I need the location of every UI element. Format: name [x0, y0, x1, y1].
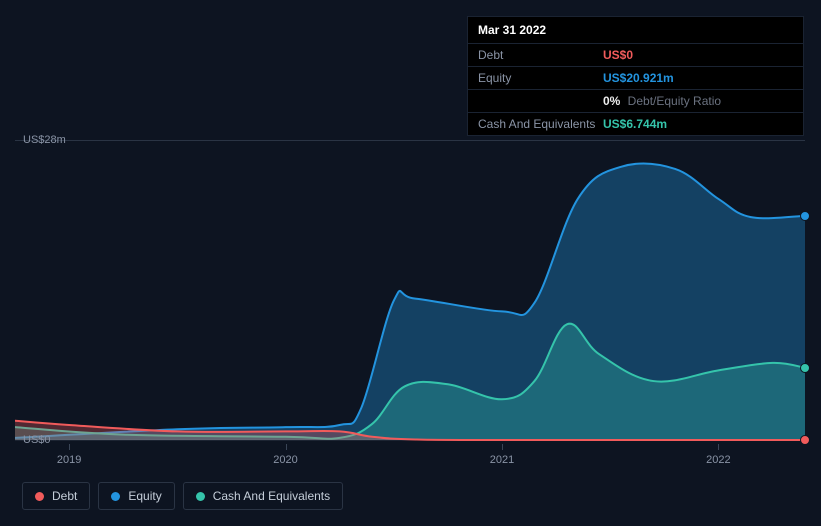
x-axis-label: 2019	[57, 454, 81, 466]
area-chart: US$0 US$28m	[15, 125, 805, 450]
x-axis-tick	[718, 444, 719, 450]
x-axis-label: 2022	[706, 454, 730, 466]
tooltip-label	[478, 94, 603, 108]
tooltip-extra: Debt/Equity Ratio	[624, 94, 721, 108]
legend-item[interactable]: Equity	[98, 482, 174, 510]
legend-label: Debt	[52, 489, 77, 503]
x-axis-label: 2021	[490, 454, 514, 466]
legend: Debt Equity Cash And Equivalents	[22, 482, 343, 510]
legend-item[interactable]: Cash And Equivalents	[183, 482, 343, 510]
chart-svg	[15, 125, 805, 450]
legend-dot-icon	[111, 492, 120, 501]
tooltip-date: Mar 31 2022	[468, 17, 803, 44]
x-axis-tick	[286, 444, 287, 450]
legend-dot-icon	[196, 492, 205, 501]
x-axis-label: 2020	[273, 454, 297, 466]
x-axis: 2019 2020 2021 2022	[15, 450, 805, 470]
series-end-dot	[800, 363, 810, 373]
tooltip-row: DebtUS$0	[468, 44, 803, 67]
tooltip-value: 0% Debt/Equity Ratio	[603, 94, 721, 108]
tooltip-label: Debt	[478, 48, 603, 62]
legend-item[interactable]: Debt	[22, 482, 90, 510]
y-axis-label: US$28m	[23, 134, 68, 146]
x-axis-tick	[502, 444, 503, 450]
legend-label: Equity	[128, 489, 161, 503]
legend-dot-icon	[35, 492, 44, 501]
y-axis-label: US$0	[23, 434, 68, 446]
tooltip-row: 0% Debt/Equity Ratio	[468, 90, 803, 113]
tooltip-row: EquityUS$20.921m	[468, 67, 803, 90]
series-end-dot	[800, 211, 810, 221]
tooltip-value: US$20.921m	[603, 71, 674, 85]
chart-tooltip: Mar 31 2022 DebtUS$0EquityUS$20.921m0% D…	[467, 16, 804, 136]
series-end-dot	[800, 435, 810, 445]
legend-label: Cash And Equivalents	[213, 489, 330, 503]
tooltip-label: Equity	[478, 71, 603, 85]
x-axis-tick	[69, 444, 70, 450]
tooltip-value: US$0	[603, 48, 633, 62]
